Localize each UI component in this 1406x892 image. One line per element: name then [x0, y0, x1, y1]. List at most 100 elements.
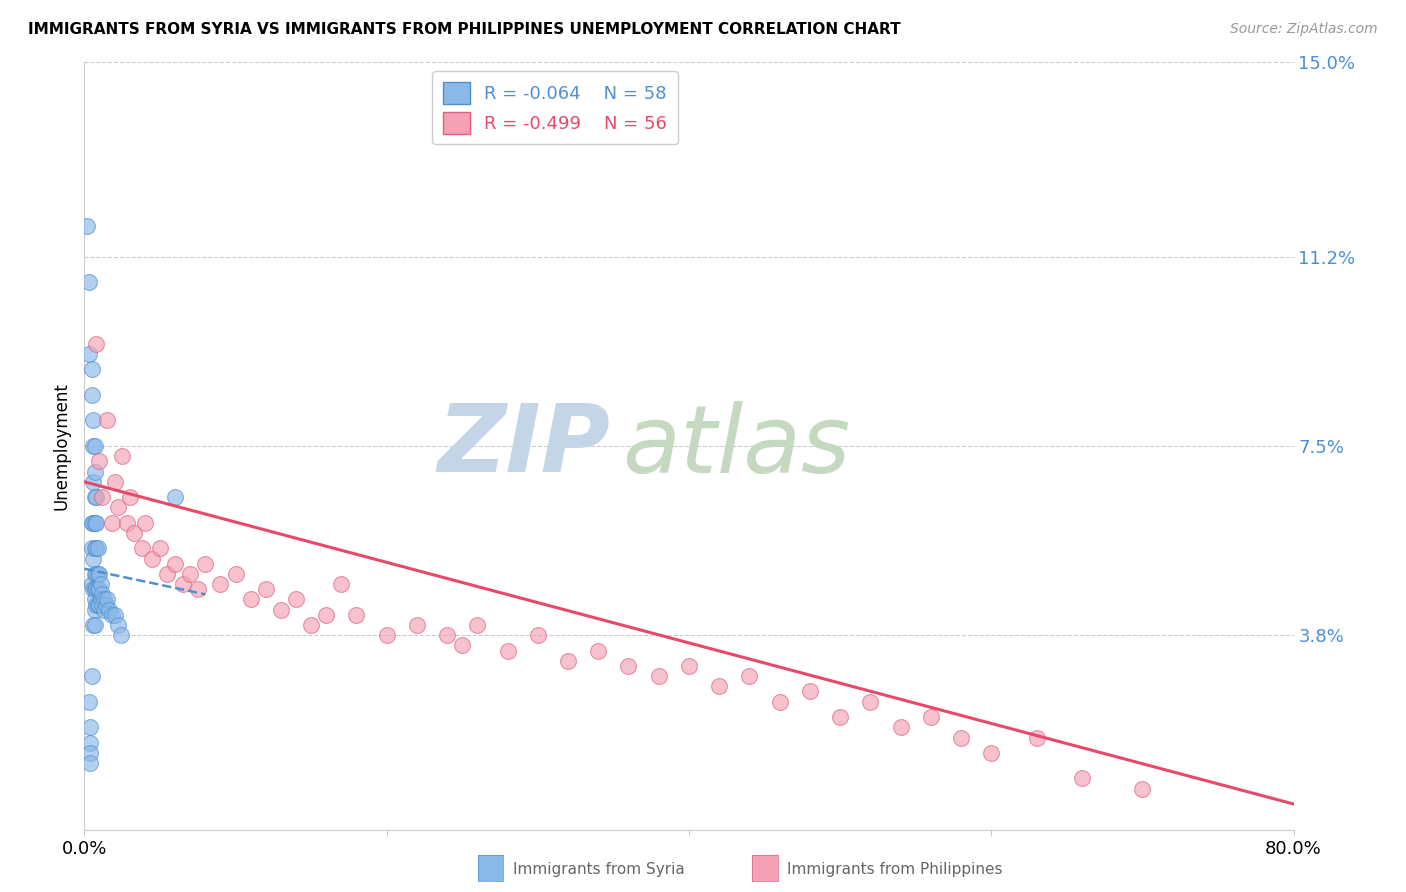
- Point: [84, 516, 107, 530]
- Point: [194, 557, 217, 571]
- Point: [209, 577, 232, 591]
- Point: [111, 449, 134, 463]
- Point: [678, 659, 700, 673]
- Point: [406, 618, 429, 632]
- Point: [86, 566, 108, 581]
- Point: [799, 684, 821, 698]
- Point: [84, 439, 107, 453]
- Point: [86, 598, 108, 612]
- Point: [89, 582, 111, 597]
- Point: [1130, 781, 1153, 796]
- Point: [86, 582, 108, 597]
- Point: [84, 592, 107, 607]
- Point: [346, 607, 368, 622]
- Point: [93, 592, 115, 607]
- Point: [84, 602, 107, 616]
- Point: [890, 720, 912, 734]
- Point: [82, 439, 104, 453]
- Point: [330, 577, 353, 591]
- Point: [104, 607, 127, 622]
- Point: [89, 566, 111, 581]
- Point: [87, 582, 110, 597]
- Point: [557, 654, 579, 668]
- Point: [79, 756, 101, 770]
- Point: [1071, 772, 1094, 786]
- Point: [980, 746, 1002, 760]
- Point: [89, 598, 111, 612]
- Point: [239, 592, 262, 607]
- Text: Immigrants from Philippines: Immigrants from Philippines: [787, 863, 1002, 877]
- Point: [96, 592, 118, 607]
- Point: [91, 490, 114, 504]
- Point: [82, 413, 104, 427]
- Point: [82, 516, 104, 530]
- Point: [79, 720, 101, 734]
- Point: [82, 618, 104, 632]
- Point: [87, 566, 110, 581]
- Point: [315, 607, 337, 622]
- Point: [84, 490, 107, 504]
- Point: [84, 465, 107, 479]
- Legend: R = -0.064    N = 58, R = -0.499    N = 56: R = -0.064 N = 58, R = -0.499 N = 56: [432, 71, 678, 145]
- Point: [91, 587, 114, 601]
- Point: [76, 219, 98, 233]
- Point: [91, 598, 114, 612]
- Point: [131, 541, 153, 556]
- Point: [86, 541, 108, 556]
- Point: [80, 516, 103, 530]
- Point: [165, 490, 187, 504]
- Point: [617, 659, 640, 673]
- Point: [179, 566, 201, 581]
- Point: [90, 592, 112, 607]
- Point: [80, 669, 103, 683]
- Point: [1025, 731, 1047, 745]
- Point: [110, 628, 132, 642]
- Point: [94, 598, 117, 612]
- Point: [467, 618, 489, 632]
- Point: [86, 336, 108, 351]
- Point: [89, 454, 111, 468]
- Point: [82, 582, 104, 597]
- Point: [80, 362, 103, 376]
- Point: [87, 598, 110, 612]
- Point: [80, 577, 103, 591]
- Point: [93, 602, 115, 616]
- Point: [122, 525, 145, 540]
- Point: [107, 500, 129, 515]
- Point: [165, 557, 187, 571]
- Point: [738, 669, 761, 683]
- Point: [84, 566, 107, 581]
- Point: [254, 582, 277, 597]
- Point: [82, 551, 104, 566]
- Point: [156, 566, 179, 581]
- Point: [96, 413, 118, 427]
- Point: [950, 731, 973, 745]
- Point: [77, 695, 100, 709]
- Y-axis label: Unemployment: Unemployment: [52, 382, 70, 510]
- Point: [648, 669, 671, 683]
- Point: [270, 602, 292, 616]
- Point: [90, 577, 112, 591]
- Point: [527, 628, 550, 642]
- Point: [100, 516, 122, 530]
- Point: [107, 618, 129, 632]
- Point: [451, 639, 474, 653]
- Point: [172, 577, 194, 591]
- Text: atlas: atlas: [623, 401, 851, 491]
- Text: Source: ZipAtlas.com: Source: ZipAtlas.com: [1230, 22, 1378, 37]
- Point: [149, 541, 172, 556]
- Point: [225, 566, 247, 581]
- Point: [79, 736, 101, 750]
- Point: [79, 746, 101, 760]
- Point: [80, 388, 103, 402]
- Point: [100, 607, 122, 622]
- Point: [86, 490, 108, 504]
- Point: [496, 643, 519, 657]
- Point: [118, 490, 141, 504]
- Point: [920, 710, 942, 724]
- Point: [84, 582, 107, 597]
- Point: [769, 695, 792, 709]
- Text: ZIP: ZIP: [437, 400, 610, 492]
- Point: [134, 516, 156, 530]
- Point: [97, 602, 120, 616]
